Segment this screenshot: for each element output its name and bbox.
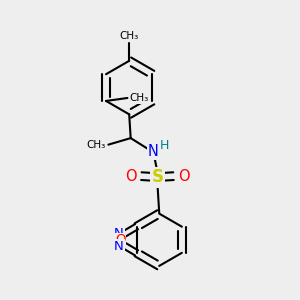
Text: S: S	[152, 168, 164, 186]
Text: O: O	[178, 169, 189, 184]
Text: O: O	[125, 169, 137, 184]
Text: O: O	[115, 233, 125, 246]
Text: CH₃: CH₃	[120, 31, 139, 41]
Text: N: N	[148, 144, 158, 159]
Text: N: N	[114, 227, 124, 240]
Text: CH₃: CH₃	[130, 93, 149, 103]
Text: N: N	[114, 240, 124, 253]
Text: CH₃: CH₃	[87, 140, 106, 150]
Text: H: H	[160, 139, 169, 152]
